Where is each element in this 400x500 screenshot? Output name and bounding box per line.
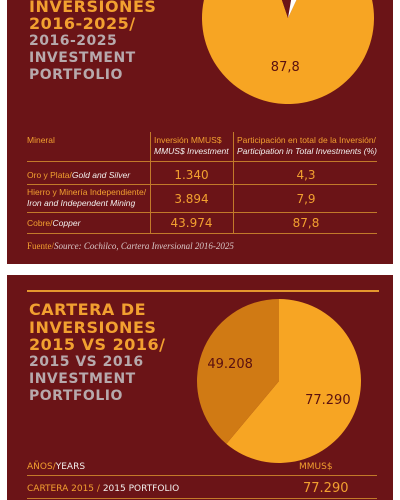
row-2015-label: CARTERA 2015 / 2015 PORTFOLIO: [27, 484, 180, 494]
row-copper-value: 43.974: [170, 216, 213, 230]
pie-slice-1-label: 77.290: [305, 393, 351, 408]
row-divider-1: [27, 184, 377, 185]
unit-header: MMUS$: [299, 462, 333, 472]
pie-slice-1-label: 87,8: [271, 60, 300, 75]
row-gold-silver-name: Oro y Plata/Gold and Silver: [27, 170, 131, 180]
title-es-line-2: 2016-2025/: [29, 14, 136, 33]
title-en-line-1: 2015 VS 2016: [29, 354, 144, 370]
pie-slice-2: [197, 299, 279, 444]
title-es-line-1: INVERSIONES: [29, 0, 157, 16]
pie-slice-1: [202, 0, 374, 104]
pie-slice-3: [288, 0, 297, 18]
row-iron-mining-name-es: Hierro y Minería Independiente/: [27, 187, 147, 197]
title-en-line-3: PORTFOLIO: [29, 388, 123, 404]
row-copper-pct: 87,8: [292, 216, 320, 230]
row-2015-value: 77.290: [303, 481, 349, 496]
row-gold-silver-value: 1.340: [174, 168, 209, 182]
row-iron-mining-value: 3.894: [174, 192, 209, 206]
title-en-line-2: INVESTMENT: [29, 371, 136, 387]
title-es-line-3: 2015 VS 2016/: [29, 335, 166, 354]
header-inversion-es: Inversión MMUS$: [154, 135, 222, 145]
title-es-line-1: CARTERA DE: [29, 300, 147, 319]
investment-portfolio-2016-2025-panel: INVERSIONES 2016-2025/ 2016-2025 INVESTM…: [7, 0, 393, 264]
title-en-line-2: INVESTMENT: [29, 50, 136, 66]
column-divider-1: [150, 132, 151, 234]
title-en-line-1: 2016-2025: [29, 33, 118, 49]
investment-portfolio-2015-vs-2016-panel: CARTERA DE INVERSIONES 2015 VS 2016/ 201…: [7, 275, 393, 500]
header-mineral: Mineral: [27, 135, 55, 145]
row-iron-mining-name-en: Iron and Independent Mining: [27, 198, 136, 208]
row-iron-mining-pct: 7,9: [296, 192, 316, 206]
column-divider-2: [233, 132, 234, 234]
title-es-line-2: INVERSIONES: [29, 318, 157, 337]
header-inversion-en: MMUS$ Investment: [154, 146, 229, 156]
row-divider-1: [27, 498, 377, 499]
title-en-line-3: PORTFOLIO: [29, 67, 123, 83]
pie-chart-portfolio-comparison: 77.290 49.208: [197, 299, 361, 463]
header-participacion-es: Participación en total de la Inversión/: [237, 135, 376, 145]
header-divider: [27, 475, 377, 476]
top-accent-line: [27, 290, 379, 292]
years-header: AÑOS/YEARS: [27, 462, 86, 472]
pie-slice-2: [281, 0, 292, 18]
row-divider-3: [27, 233, 377, 234]
pie-chart-mineral-investment: 87,8: [202, 0, 374, 104]
pie-slice-2-label: 49.208: [207, 357, 253, 372]
header-divider: [27, 161, 377, 162]
source-note: Fuente/Source: Cochilco, Cartera Inversi…: [27, 241, 234, 251]
pie-slice-1: [226, 299, 361, 463]
row-divider-2: [27, 212, 377, 213]
row-gold-silver-pct: 4,3: [296, 168, 316, 182]
row-copper-name: Cobre/Copper: [27, 218, 81, 228]
header-participacion-en: Participation in Total Investments (%): [237, 146, 377, 156]
